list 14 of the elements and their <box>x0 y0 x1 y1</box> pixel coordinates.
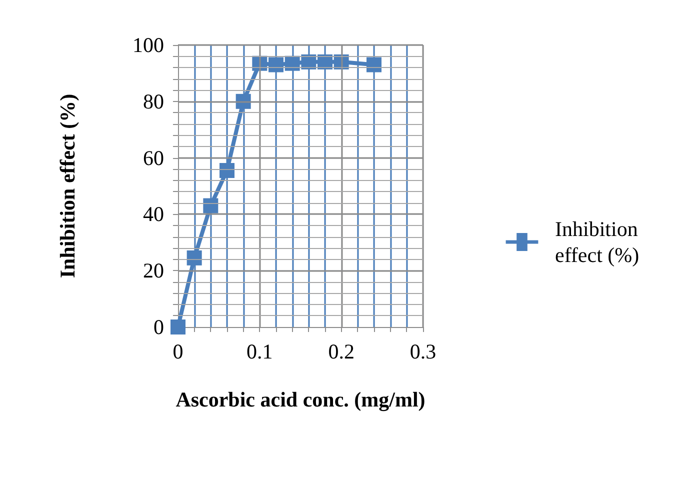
x-tick-label: 0 <box>172 340 184 364</box>
x-axis-title: Ascorbic acid conc. (mg/ml) <box>176 388 426 412</box>
x-tick-label: 0.1 <box>246 340 273 364</box>
y-tick-label: 20 <box>143 258 164 283</box>
x-tick-label: 0.2 <box>328 340 354 364</box>
y-tick-label: 100 <box>132 33 164 57</box>
y-tick-label: 60 <box>143 146 164 170</box>
legend-label: Inhibition effect (%) <box>555 217 644 267</box>
y-tick-label: 0 <box>154 315 164 339</box>
y-tick-label: 40 <box>143 202 164 226</box>
y-tick-label: 80 <box>143 89 164 114</box>
point <box>170 320 186 334</box>
x-tick-label: 0.3 <box>410 340 436 364</box>
y-axis-title: Inhibition effect (%) <box>56 94 80 278</box>
